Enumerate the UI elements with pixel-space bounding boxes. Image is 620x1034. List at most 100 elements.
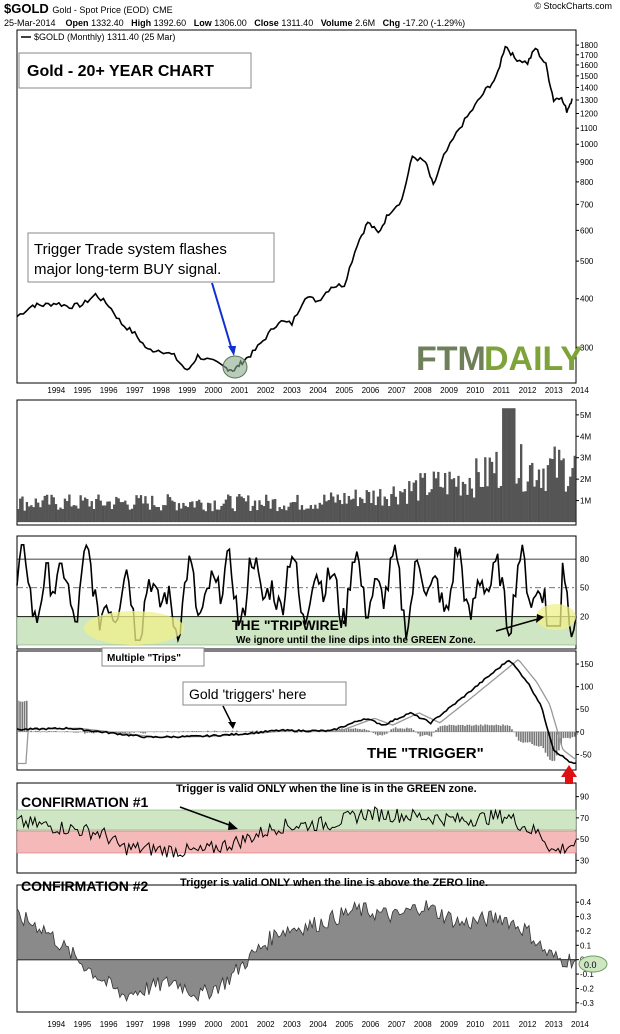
volume-bar <box>542 468 545 523</box>
macd-histogram-bar <box>124 731 126 734</box>
volume-bar <box>171 500 174 523</box>
macd-histogram-bar <box>508 725 511 732</box>
volume-bar <box>244 501 248 523</box>
macd-histogram-bar <box>177 731 180 733</box>
volume-bar <box>347 495 351 523</box>
macd-histogram-bar <box>343 729 346 732</box>
macd-histogram-bar <box>435 730 437 732</box>
macd-histogram-bar <box>182 731 185 732</box>
volume-bar <box>437 471 440 523</box>
volume-bar <box>193 507 196 523</box>
macd-histogram-bar <box>287 731 290 732</box>
macd-histogram-bar <box>564 731 567 738</box>
macd-histogram-bar <box>502 724 504 732</box>
macd-histogram-bar <box>347 728 350 732</box>
bottom-x-tick: 1999 <box>178 1020 196 1029</box>
volume-bar <box>513 408 516 523</box>
volume-bar <box>177 503 181 523</box>
volume-bar <box>249 510 252 523</box>
volume-bar <box>412 482 415 523</box>
macd-histogram-bar <box>21 701 24 732</box>
macd-histogram-bar <box>251 730 254 732</box>
volume-bar <box>32 507 35 523</box>
macd-histogram-bar <box>515 731 518 737</box>
macd-histogram-bar <box>450 724 453 732</box>
bottom-x-tick: 2009 <box>440 1020 458 1029</box>
macd-histogram-bar <box>383 731 386 735</box>
volume-bar <box>110 509 114 523</box>
volume-bar <box>484 457 487 523</box>
volume-bar <box>72 505 76 523</box>
macd-histogram-bar <box>524 731 527 743</box>
macd-histogram-bar <box>439 726 442 732</box>
bottom-x-tick: 2007 <box>388 1020 406 1029</box>
rsi-y-tick: 70 <box>580 814 589 823</box>
volume-bar <box>45 494 49 523</box>
macd-histogram-bar <box>399 728 401 732</box>
macd-histogram-bar <box>455 725 457 732</box>
volume-bar <box>359 497 362 523</box>
volume-bar <box>189 502 192 523</box>
price-y-tick: 1600 <box>580 61 598 70</box>
volume-bar <box>439 486 442 523</box>
volume-bar <box>206 502 210 523</box>
macd-histogram-bar <box>363 728 366 732</box>
price-y-tick: 1800 <box>580 41 598 50</box>
volume-bar <box>86 499 89 523</box>
macd-histogram-bar <box>428 731 431 736</box>
macd-histogram-bar <box>571 731 574 738</box>
momentum-y-tick: -0.3 <box>580 999 594 1008</box>
volume-bar <box>338 499 342 523</box>
confirmation2-note: Trigger is valid ONLY when the line is a… <box>180 877 488 889</box>
price-x-tick: 1996 <box>100 386 118 395</box>
volume-bar <box>39 507 42 523</box>
momentum-y-tick: 0.4 <box>580 898 592 907</box>
macd-histogram-bar <box>392 728 395 732</box>
macd-panel-frame <box>16 650 577 771</box>
price-y-tick: 900 <box>580 158 594 167</box>
chart-header: $GOLD Gold - Spot Price (EOD) CME 25-Mar… <box>0 0 620 32</box>
price-y-tick: 500 <box>580 257 594 266</box>
volume-bar <box>278 507 281 523</box>
macd-histogram-bar <box>131 731 133 733</box>
volume-bar <box>352 498 355 523</box>
price-x-tick: 2011 <box>493 386 511 395</box>
volume-bar <box>50 494 53 523</box>
price-y-tick: 800 <box>580 178 594 187</box>
volume-bar <box>48 504 51 523</box>
buy-arrow <box>211 282 233 351</box>
macd-histogram-bar <box>419 731 422 737</box>
volume-bar <box>287 506 290 523</box>
volume-bar <box>417 500 420 523</box>
volume-bar <box>68 494 71 523</box>
macd-histogram-bar <box>549 731 551 760</box>
volume-bar <box>247 495 250 523</box>
macd-histogram-bar <box>423 731 426 736</box>
volume-bar <box>506 408 509 523</box>
price-x-tick: 2002 <box>257 386 275 395</box>
macd-histogram-bar <box>560 731 562 745</box>
volume-bar <box>397 504 400 523</box>
macd-y-tick: -50 <box>580 750 592 759</box>
macd-histogram-bar <box>93 731 95 734</box>
volume-bar <box>126 504 129 523</box>
volume-bar <box>562 458 565 523</box>
volume-bar <box>511 408 514 523</box>
volume-bar <box>202 509 205 523</box>
volume-bar <box>21 496 24 523</box>
macd-histogram-bar <box>368 730 370 732</box>
symbol: $GOLD <box>4 1 49 16</box>
volume-bar <box>251 505 254 523</box>
macd-histogram-bar <box>191 730 194 732</box>
red-up-arrow <box>561 765 577 784</box>
volume-bar <box>191 501 194 523</box>
bottom-x-tick: 2012 <box>519 1020 537 1029</box>
volume-bar <box>490 461 494 523</box>
volume-bar <box>334 502 337 523</box>
macd-histogram-bar <box>479 724 482 732</box>
volume-bar <box>329 492 333 523</box>
volume-bar <box>354 489 357 523</box>
macd-histogram-bar <box>417 731 419 734</box>
macd-histogram-bar <box>376 731 379 736</box>
